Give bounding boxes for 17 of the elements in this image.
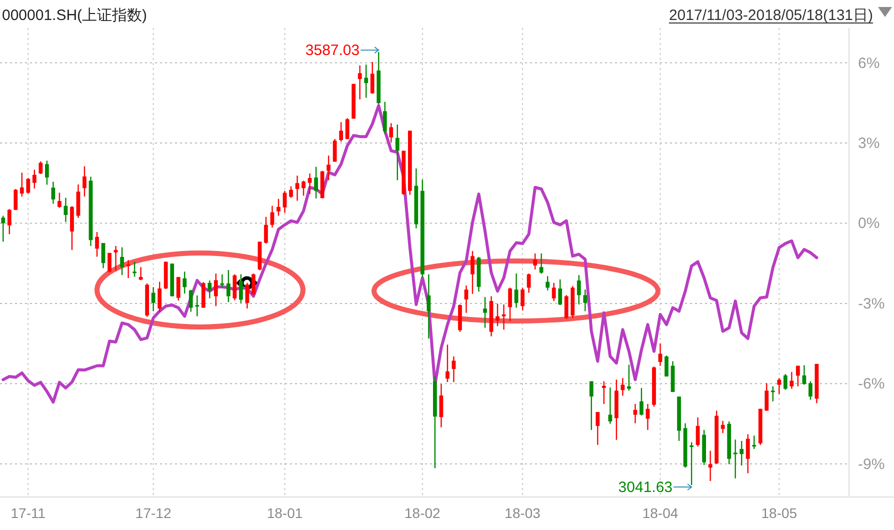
y-tick-label: -9% — [858, 456, 885, 473]
text: 000001.SH(上证指数) — [2, 7, 148, 24]
annotation: 3587.03 — [305, 42, 360, 60]
x-tick-label: 17-11 — [10, 505, 46, 521]
x-tick-label: 18-02 — [404, 505, 441, 521]
y-tick-label: 3% — [858, 134, 880, 152]
y-tick-label: 6% — [858, 54, 880, 72]
x-tick-label: 18-03 — [504, 505, 541, 521]
y-tick-label: 0% — [858, 215, 880, 232]
x-tick-label: 18-05 — [761, 505, 798, 521]
annotation: 3041.63 — [618, 479, 673, 496]
y-tick-label: -3% — [858, 295, 885, 312]
x-tick-label: 17-12 — [135, 505, 172, 521]
x-tick-label: 18-01 — [266, 505, 303, 521]
y-tick-label: -6% — [858, 376, 885, 393]
chart-subtitle: 2017/11/03-2018/05/18(131日) — [668, 7, 874, 24]
x-tick-label: 18-04 — [642, 505, 678, 521]
